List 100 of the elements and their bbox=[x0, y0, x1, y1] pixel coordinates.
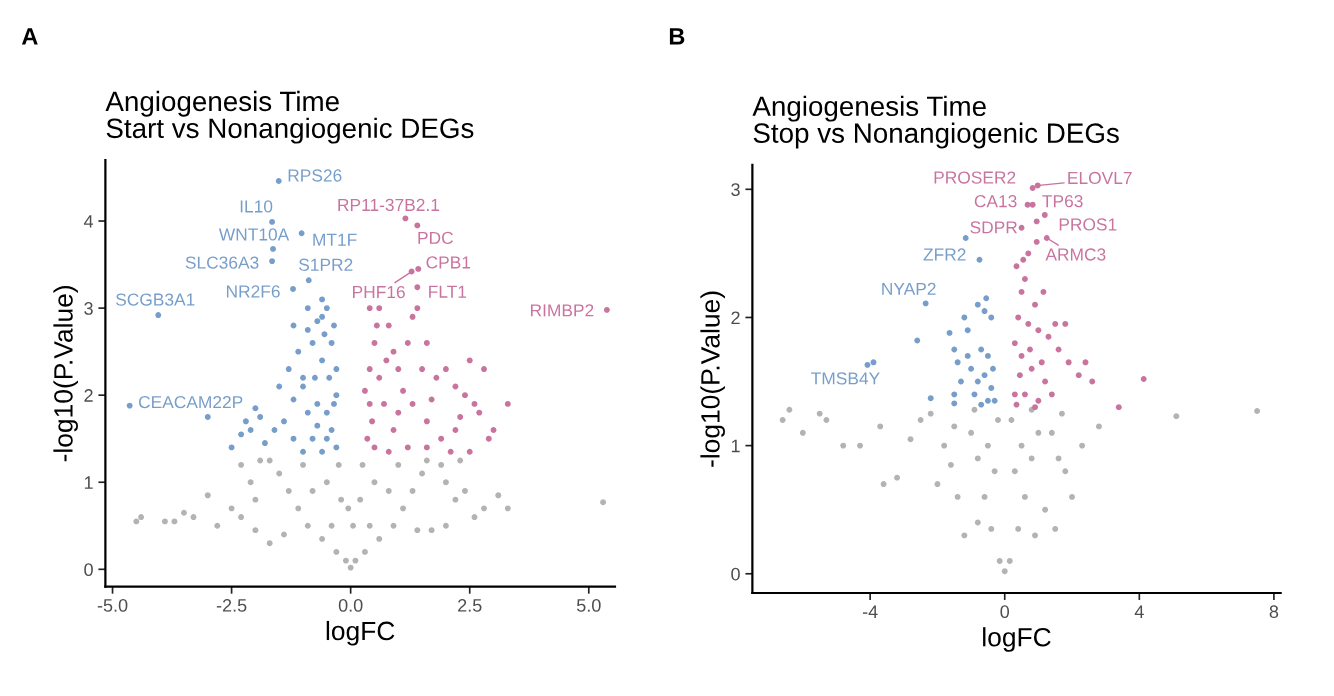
point bbox=[964, 327, 971, 334]
point bbox=[290, 286, 296, 292]
point bbox=[1018, 288, 1025, 295]
point bbox=[947, 461, 954, 468]
point bbox=[1043, 235, 1050, 241]
point bbox=[991, 468, 998, 475]
point bbox=[1016, 372, 1023, 379]
point bbox=[1029, 185, 1036, 191]
point bbox=[1052, 320, 1059, 327]
point bbox=[1032, 532, 1038, 539]
point bbox=[371, 339, 378, 346]
point bbox=[1040, 288, 1047, 295]
point bbox=[321, 331, 328, 338]
point bbox=[981, 308, 988, 314]
point bbox=[362, 387, 368, 394]
point bbox=[423, 418, 430, 425]
point bbox=[390, 348, 397, 355]
annotation: TP63 bbox=[1042, 195, 1083, 208]
annotation: SCGB3A1 bbox=[115, 293, 195, 306]
chart-title: Angiogenesis Time Start vs Nonangiogenic DEGs bbox=[105, 90, 474, 144]
point bbox=[1006, 558, 1013, 564]
point bbox=[471, 400, 478, 407]
point bbox=[466, 357, 473, 364]
point bbox=[323, 435, 330, 442]
point bbox=[415, 265, 422, 272]
annotation: PDC bbox=[418, 231, 453, 245]
y-tick-label: 4 bbox=[83, 215, 94, 228]
point bbox=[366, 400, 373, 407]
point bbox=[275, 178, 282, 184]
point bbox=[319, 296, 326, 303]
point bbox=[490, 427, 497, 433]
point bbox=[376, 374, 383, 381]
point bbox=[333, 392, 340, 399]
point bbox=[981, 493, 988, 500]
point bbox=[917, 417, 924, 423]
point bbox=[304, 409, 311, 416]
point bbox=[319, 357, 326, 364]
point bbox=[402, 215, 409, 222]
annotation: ELOVL7 bbox=[1068, 171, 1132, 185]
point bbox=[914, 337, 921, 344]
annotation: WNT10A bbox=[218, 228, 290, 241]
annotation: CEACAM22P bbox=[138, 395, 243, 409]
point bbox=[366, 305, 373, 312]
point bbox=[269, 218, 276, 225]
point bbox=[333, 444, 340, 451]
point bbox=[414, 284, 421, 291]
point bbox=[968, 365, 975, 372]
y-tick-label: 2 bbox=[731, 311, 740, 324]
annotation: SDPR bbox=[970, 221, 1018, 234]
point bbox=[1035, 327, 1042, 334]
annotation: FLT1 bbox=[429, 285, 467, 298]
point bbox=[257, 413, 264, 420]
x-tick-label: 4 bbox=[1134, 605, 1144, 618]
point bbox=[228, 444, 235, 451]
annotation: ZFR2 bbox=[923, 248, 966, 261]
point bbox=[476, 409, 483, 416]
point bbox=[314, 400, 321, 407]
point bbox=[840, 442, 847, 449]
point bbox=[988, 525, 995, 532]
x-tick-label: 5.0 bbox=[576, 599, 601, 612]
point bbox=[404, 339, 411, 346]
point bbox=[323, 305, 330, 312]
x-tick-label: 2.5 bbox=[458, 599, 482, 612]
x-tick-label: -4 bbox=[862, 605, 878, 618]
point bbox=[404, 444, 411, 451]
annotation: SLC36A3 bbox=[185, 256, 259, 269]
point bbox=[290, 322, 297, 329]
x-tick-label: 0 bbox=[1000, 605, 1010, 619]
annotation: RPS26 bbox=[288, 169, 342, 182]
point bbox=[409, 400, 416, 407]
point bbox=[1048, 391, 1055, 398]
point bbox=[1032, 404, 1038, 411]
point bbox=[951, 423, 958, 430]
point bbox=[331, 400, 337, 407]
point bbox=[983, 295, 990, 302]
point bbox=[304, 305, 311, 312]
point bbox=[786, 406, 793, 413]
point bbox=[1062, 320, 1069, 327]
point bbox=[984, 352, 991, 359]
point bbox=[438, 435, 445, 442]
point bbox=[941, 442, 948, 449]
point bbox=[954, 359, 961, 366]
x-tick-label: -2.5 bbox=[216, 599, 247, 612]
point bbox=[381, 400, 387, 407]
annotation: MT1F bbox=[313, 233, 357, 246]
point bbox=[1018, 352, 1025, 359]
point bbox=[927, 395, 934, 402]
point bbox=[1025, 320, 1032, 327]
point bbox=[1011, 468, 1018, 475]
point bbox=[126, 402, 133, 409]
point bbox=[333, 366, 340, 372]
point bbox=[485, 435, 492, 442]
x-tick-label: -5.0 bbox=[97, 599, 128, 612]
point bbox=[1018, 442, 1025, 449]
point bbox=[328, 427, 335, 433]
point bbox=[447, 448, 454, 455]
point bbox=[1008, 417, 1015, 423]
point bbox=[271, 427, 278, 433]
point bbox=[991, 397, 998, 404]
point bbox=[1035, 429, 1042, 436]
